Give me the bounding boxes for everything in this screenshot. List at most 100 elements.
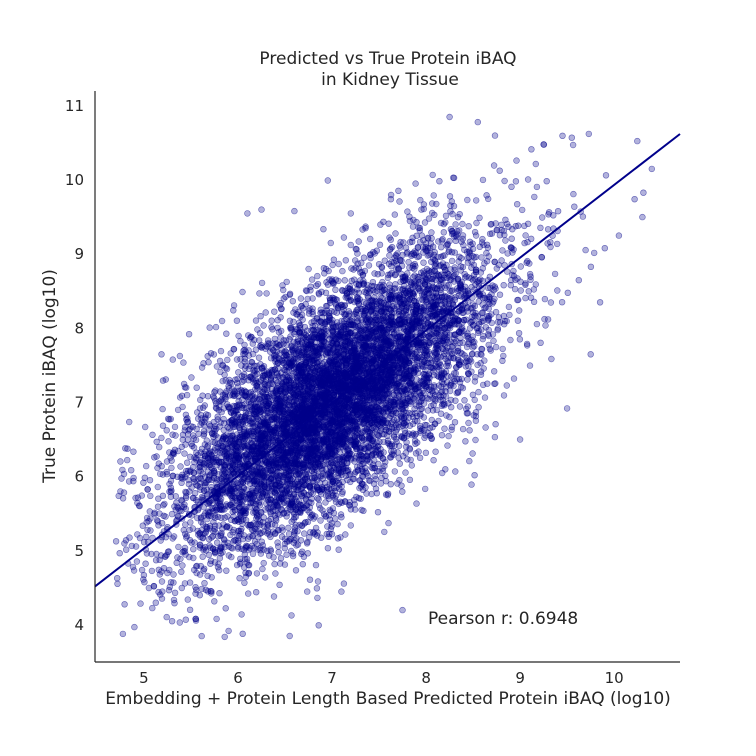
scatter-point (289, 550, 297, 557)
scatter-point (241, 365, 249, 372)
scatter-point (285, 524, 292, 531)
scatter-point (304, 588, 311, 595)
scatter-point (112, 538, 120, 545)
points-layer (112, 113, 655, 641)
scatter-point (264, 521, 271, 529)
scatter-point (169, 451, 176, 458)
scatter-point (412, 180, 419, 187)
scatter-point (276, 581, 283, 588)
scatter-point (198, 585, 205, 593)
scatter-point (155, 566, 163, 573)
scatter-point (533, 320, 541, 328)
scatter-point (149, 604, 156, 612)
scatter-point (329, 261, 336, 269)
scatter-point (299, 316, 306, 323)
chart-title-line1: Predicted vs True Protein iBAQ (259, 49, 516, 69)
scatter-point (159, 422, 167, 429)
scatter-point (238, 611, 245, 618)
scatter-point (339, 490, 346, 497)
scatter-point (459, 339, 466, 346)
scatter-point (270, 554, 277, 561)
scatter-point (418, 405, 425, 412)
scatter-point (121, 601, 128, 608)
scatter-point (138, 492, 146, 499)
scatter-point (522, 294, 529, 302)
scatter-point (186, 579, 194, 586)
scatter-point (433, 406, 440, 414)
scatter-point (418, 232, 426, 239)
scatter-point (308, 276, 316, 283)
scatter-point (500, 352, 507, 360)
scatter-point (569, 141, 577, 149)
scatter-point (223, 388, 230, 395)
scatter-point (260, 559, 267, 567)
scatter-point (503, 382, 510, 389)
scatter-point (233, 317, 241, 324)
scatter-point (492, 343, 500, 351)
scatter-point (143, 462, 150, 470)
scatter-point (168, 464, 175, 472)
scatter-point (181, 450, 188, 457)
scatter-point (204, 393, 212, 400)
scatter-point (193, 384, 200, 391)
scatter-point (160, 502, 167, 509)
scatter-point (324, 177, 331, 184)
scatter-point (286, 317, 294, 324)
scatter-point (575, 277, 582, 284)
scatter-point (169, 356, 177, 363)
scatter-point (190, 545, 197, 553)
scatter-point (174, 406, 182, 414)
scatter-point (518, 206, 526, 214)
scatter-point (318, 288, 325, 295)
scatter-point (320, 226, 327, 233)
scatter-point (165, 438, 172, 445)
scatter-point (465, 223, 472, 230)
scatter-point (385, 220, 392, 227)
scatter-point (381, 528, 388, 536)
scatter-point (224, 356, 231, 364)
scatter-point (496, 167, 503, 174)
scatter-point (332, 286, 339, 293)
scatter-point (443, 362, 450, 369)
scatter-point (441, 425, 448, 432)
scatter-point (172, 493, 180, 500)
scatter-point (471, 472, 478, 479)
scatter-point (437, 219, 445, 227)
scatter-point (430, 192, 437, 199)
scatter-point (484, 284, 492, 291)
scatter-point (459, 220, 466, 228)
scatter-point (476, 214, 483, 222)
scatter-point (205, 426, 212, 433)
scatter-point (367, 235, 374, 243)
scatter-point (391, 468, 398, 475)
scatter-point (330, 484, 338, 492)
scatter-point (537, 224, 544, 232)
scatter-point (283, 551, 290, 558)
scatter-point (415, 448, 422, 455)
scatter-point (430, 401, 437, 408)
scatter-point (324, 544, 332, 552)
scatter-point (429, 209, 436, 217)
scatter-point (469, 391, 477, 398)
scatter-point (421, 434, 428, 441)
scatter-point (553, 240, 561, 248)
scatter-point (507, 336, 514, 344)
scatter-point (158, 351, 165, 358)
scatter-point (541, 295, 549, 303)
scatter-point (327, 239, 334, 247)
scatter-point (314, 280, 322, 288)
scatter-point (119, 495, 127, 502)
scatter-point (482, 424, 489, 431)
scatter-point (177, 463, 184, 470)
scatter-point (479, 176, 487, 184)
scatter-point (253, 570, 261, 577)
scatter-point (128, 467, 135, 474)
scatter-point (220, 426, 228, 434)
scatter-point (174, 554, 181, 561)
scatter-point (422, 485, 429, 493)
scatter-point (485, 341, 492, 349)
scatter-point (442, 212, 450, 220)
scatter-point (170, 571, 177, 578)
scatter-point (299, 560, 306, 568)
scatter-point (189, 494, 197, 502)
